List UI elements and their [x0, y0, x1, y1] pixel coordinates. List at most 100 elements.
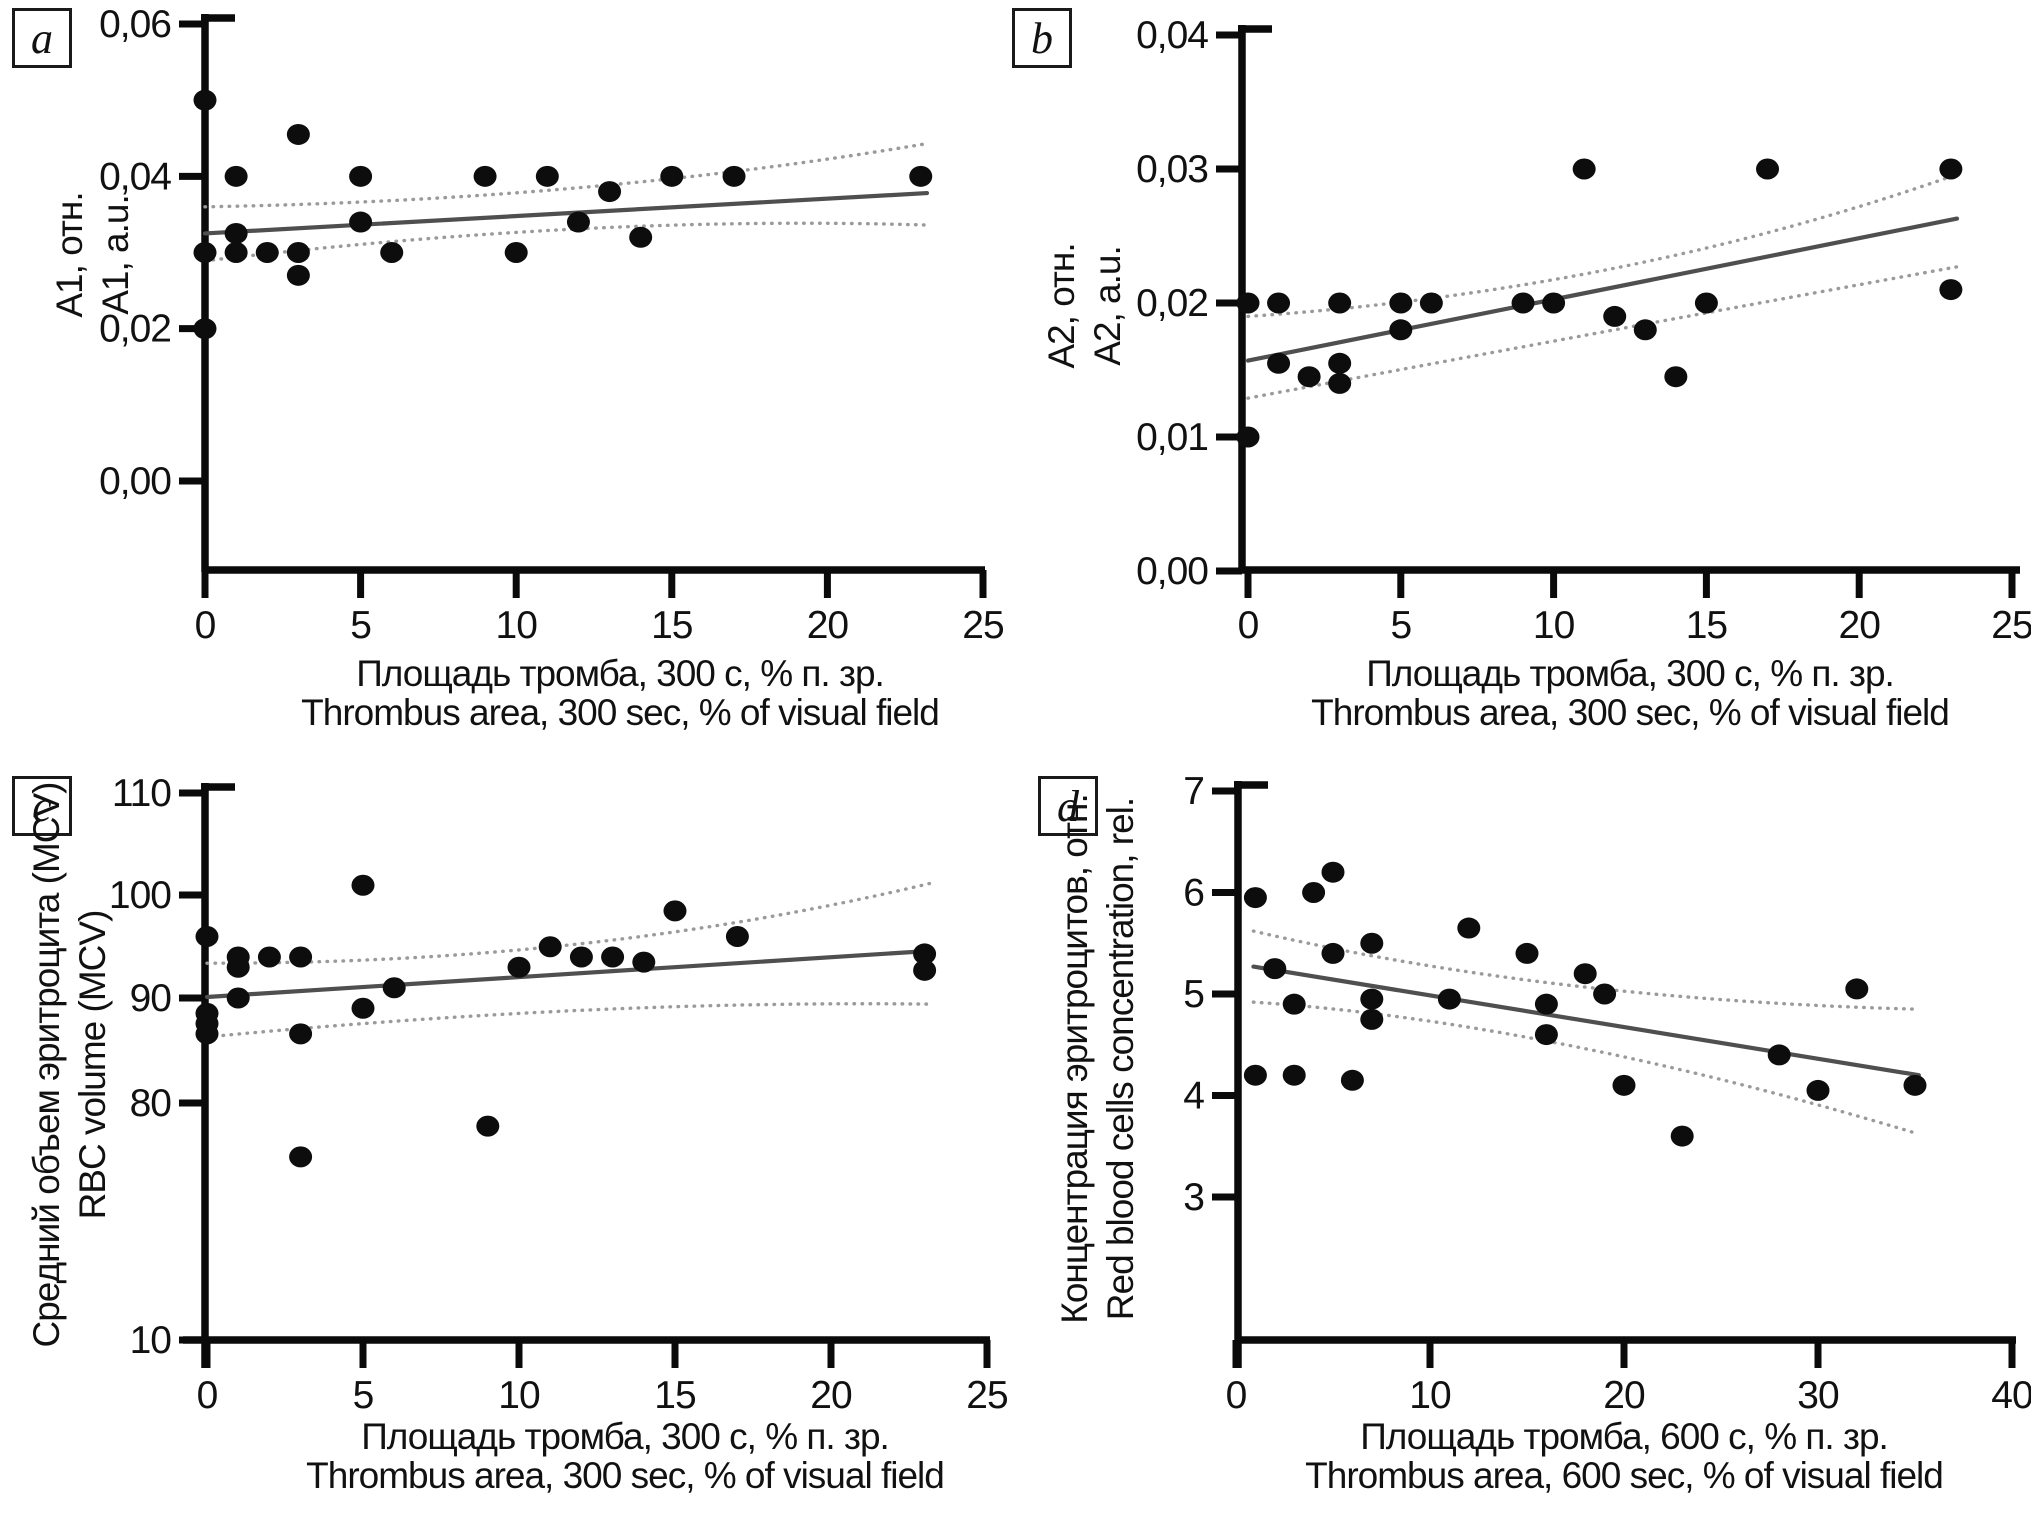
panel-letter-b-text: b: [1031, 13, 1053, 63]
data-point: [569, 946, 593, 968]
y-axis-title-a-en: A1, a.u.: [95, 195, 136, 315]
data-point: [1534, 1024, 1558, 1046]
data-point: [1633, 319, 1657, 341]
data-point: [1236, 292, 1260, 314]
x-tick-label: 25: [1991, 604, 2031, 647]
data-point: [1302, 882, 1326, 903]
data-point: [255, 242, 279, 263]
data-point: [660, 165, 684, 187]
x-axis-title-c-ru: Площадь тромба, 300 с, % п. зр.: [361, 1416, 890, 1457]
ci-upper-line: [205, 881, 933, 965]
data-point: [663, 900, 687, 922]
ci-lower-line: [1246, 265, 1959, 400]
data-point: [1328, 292, 1352, 314]
data-point: [289, 946, 313, 968]
data-point: [1282, 993, 1306, 1015]
x-axis-title-c-en: Thrombus area, 300 sec, % of visual fiel…: [306, 1455, 945, 1496]
y-tick-label: 100: [109, 874, 171, 917]
data-point: [224, 165, 248, 187]
x-tick-label: 20: [807, 604, 849, 647]
regression-line: [1251, 964, 1921, 1078]
data-point: [1236, 426, 1260, 448]
data-point: [1511, 292, 1535, 314]
data-point: [380, 242, 404, 263]
panel-letter-c-text: c: [32, 781, 52, 831]
y-tick-label: 0,03: [1136, 148, 1208, 191]
x-tick-label: 25: [966, 1374, 1008, 1417]
data-point: [1903, 1074, 1927, 1096]
x-tick-label: 20: [810, 1374, 852, 1417]
data-point: [226, 956, 250, 978]
y-axis-title-c: Средний объем эритроцита (MCV) RBC volum…: [24, 745, 116, 1385]
data-point: [535, 165, 559, 187]
data-point: [195, 926, 219, 947]
data-point: [1939, 279, 1963, 301]
data-point: [289, 1023, 313, 1045]
y-tick-label: 0,04: [99, 155, 171, 198]
y-axis-title-a-ru: А1, отн.: [49, 192, 90, 318]
ci-upper-line: [1246, 172, 1959, 319]
data-point: [1806, 1079, 1830, 1101]
x-tick-label: 10: [498, 1374, 540, 1417]
data-point: [286, 242, 310, 263]
y-axis-title-b-ru: А2, отн.: [1041, 243, 1082, 369]
data-point: [1419, 292, 1443, 314]
panel-label-b: b: [1012, 8, 1072, 68]
y-tick-label: 10: [130, 1319, 172, 1362]
data-point: [1243, 1064, 1267, 1086]
y-tick-label: 0,06: [99, 3, 171, 46]
x-tick-label: 15: [651, 604, 693, 647]
data-point: [226, 987, 250, 1009]
data-point: [289, 1146, 313, 1168]
data-point: [504, 242, 528, 263]
x-tick-label: 0: [1238, 604, 1259, 647]
data-point: [909, 165, 933, 187]
x-tick-label: 0: [1226, 1374, 1247, 1417]
y-tick-label: 3: [1183, 1176, 1204, 1219]
x-axis-title-b-en: Thrombus area, 300 sec, % of visual fiel…: [1311, 692, 1950, 733]
data-point: [1263, 958, 1287, 980]
panel-label-d: d: [1038, 776, 1098, 836]
x-tick-label: 15: [1686, 604, 1728, 647]
ci-lower-line: [205, 1002, 933, 1039]
data-point: [224, 222, 248, 244]
data-point: [1389, 292, 1413, 314]
regression-line: [1245, 216, 1960, 363]
panel-label-a: a: [12, 8, 72, 68]
data-point: [382, 977, 406, 999]
y-tick-label: 80: [130, 1082, 172, 1125]
data-point: [473, 165, 497, 187]
x-tick-label: 15: [654, 1374, 696, 1417]
x-axis-title-a-en: Thrombus area, 300 sec, % of visual fiel…: [301, 692, 940, 733]
data-point: [1767, 1044, 1791, 1066]
y-tick-label: 110: [112, 772, 171, 815]
data-point: [1437, 988, 1461, 1010]
y-axis-title-c-en: RBC volume (MCV): [72, 910, 113, 1220]
data-point: [1603, 305, 1627, 327]
y-axis-title-d: Концентрация эритроцитов, отн. Red blood…: [1052, 719, 1144, 1399]
data-point: [1360, 1008, 1384, 1030]
data-point: [1534, 993, 1558, 1015]
x-tick-label: 5: [350, 604, 371, 647]
panel-letter-d-text: d: [1057, 781, 1079, 831]
data-point: [1328, 372, 1352, 394]
ci-upper-line: [1251, 929, 1921, 1011]
data-point: [1694, 292, 1718, 314]
data-point: [1515, 942, 1539, 964]
x-tick-label: 30: [1797, 1374, 1839, 1417]
data-point: [349, 165, 373, 187]
data-point: [193, 242, 217, 263]
data-point: [1542, 292, 1566, 314]
panel-letter-a-text: a: [31, 13, 53, 63]
data-point: [1267, 352, 1291, 374]
y-axis-title-c-ru: Средний объем эритроцита (MCV): [26, 782, 67, 1348]
data-point: [351, 874, 375, 896]
data-point: [1593, 983, 1617, 1005]
data-point: [195, 1023, 219, 1045]
data-point: [351, 997, 375, 1019]
data-point: [598, 181, 622, 203]
data-point: [349, 211, 373, 233]
data-point: [1572, 158, 1596, 180]
